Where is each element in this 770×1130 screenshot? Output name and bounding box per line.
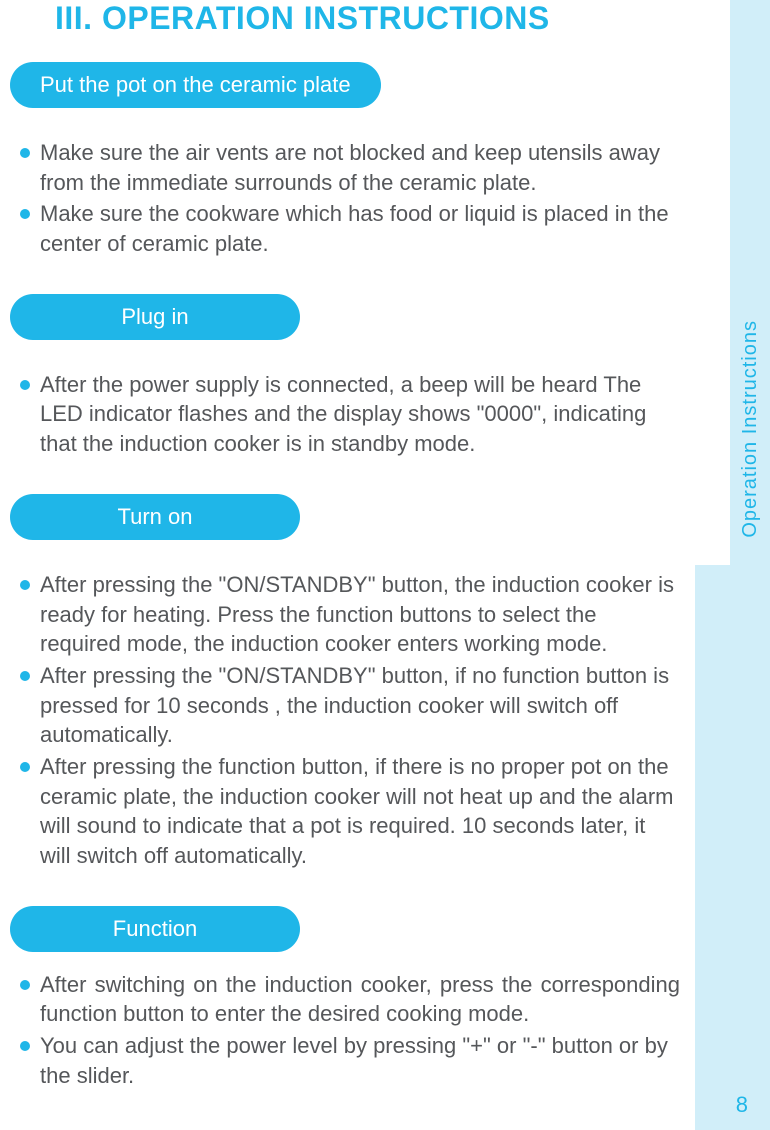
section-function: Function After switching on the inductio… <box>10 881 680 1091</box>
page-title: III. OPERATION INSTRUCTIONS <box>55 0 680 37</box>
section-header-pot: Put the pot on the ceramic plate <box>10 62 381 108</box>
bullet-item: After pressing the function button, if t… <box>10 752 680 871</box>
bullet-list-pot: Make sure the air vents are not blocked … <box>10 138 680 259</box>
bullet-item: After switching on the induction cooker,… <box>10 970 680 1029</box>
section-header-plug-in: Plug in <box>10 294 300 340</box>
section-turn-on: Turn on After pressing the "ON/STANDBY" … <box>10 469 680 871</box>
section-header-turn-on: Turn on <box>10 494 300 540</box>
bullet-item: After the power supply is connected, a b… <box>10 370 680 459</box>
bullet-item: After pressing the "ON/STANDBY" button, … <box>10 570 680 659</box>
sidebar-section-label: Operation Instructions <box>739 320 762 538</box>
page-number: 8 <box>736 1092 748 1118</box>
bullet-list-plug-in: After the power supply is connected, a b… <box>10 370 680 459</box>
bullet-item: Make sure the air vents are not blocked … <box>10 138 680 197</box>
bullet-list-turn-on: After pressing the "ON/STANDBY" button, … <box>10 570 680 871</box>
right-sidebar: Operation Instructions 8 <box>690 0 770 1130</box>
section-header-function: Function <box>10 906 300 952</box>
section-plug-in: Plug in After the power supply is connec… <box>10 269 680 459</box>
main-content: III. OPERATION INSTRUCTIONS Put the pot … <box>0 0 690 1090</box>
section-pot: Put the pot on the ceramic plate Make su… <box>10 37 680 259</box>
bullet-item: Make sure the cookware which has food or… <box>10 199 680 258</box>
bullet-list-function: After switching on the induction cooker,… <box>10 970 680 1091</box>
bullet-item: You can adjust the power level by pressi… <box>10 1031 680 1090</box>
bullet-item: After pressing the "ON/STANDBY" button, … <box>10 661 680 750</box>
sidebar-bottom-block <box>695 565 770 1130</box>
